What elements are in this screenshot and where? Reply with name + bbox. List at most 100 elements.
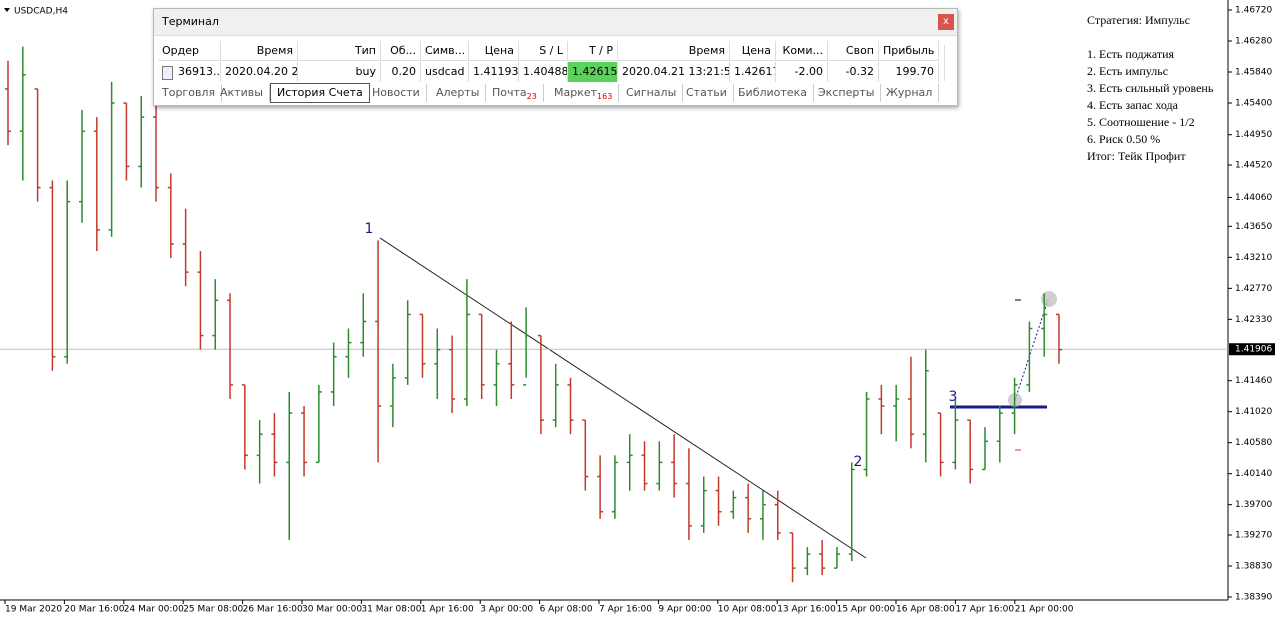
- tab-label: Алерты: [436, 86, 480, 99]
- x-tick-label: 1 Apr 16:00: [421, 605, 474, 615]
- y-tick-label: 1.38390: [1235, 593, 1272, 603]
- x-tick-label: 16 Apr 08:00: [896, 605, 955, 615]
- tab[interactable]: Новости: [366, 84, 427, 102]
- tab-label: Маркет: [554, 86, 598, 99]
- symbol-label: USDCAD,H4: [14, 7, 68, 17]
- tab-label: Сигналы: [626, 86, 677, 99]
- x-tick-label: 30 Mar 00:00: [302, 605, 362, 615]
- tab-badge: 23: [526, 92, 537, 101]
- column-header[interactable]: Ордер: [158, 41, 221, 61]
- tab[interactable]: Эксперты: [812, 84, 882, 102]
- y-tick-label: 1.44060: [1235, 193, 1272, 203]
- y-tick-label: 1.44520: [1235, 161, 1272, 171]
- annotation: 3: [949, 389, 958, 405]
- table-cell: 1.42615: [568, 62, 618, 82]
- x-tick-label: 20 Mar 16:00: [64, 605, 124, 615]
- table-cell: -0.32: [828, 62, 879, 82]
- trend-line: [379, 237, 867, 559]
- tab[interactable]: Алерты: [430, 84, 487, 102]
- column-header[interactable]: Цена: [469, 41, 519, 61]
- current-price-box: [1229, 343, 1275, 356]
- y-tick-label: 1.39700: [1235, 500, 1272, 510]
- y-tick-label: 1.40580: [1235, 438, 1272, 448]
- column-header[interactable]: Цена: [730, 41, 776, 61]
- column-header[interactable]: Симв...: [421, 41, 469, 61]
- strategy-note: Стратегия: Импульс 1. Есть поджатия 2. Ес…: [1087, 12, 1213, 165]
- tab-label: Новости: [372, 86, 420, 99]
- x-tick-label: 6 Apr 08:00: [540, 605, 593, 615]
- strategy-result: Итог: Тейк Профит: [1087, 149, 1186, 163]
- tab[interactable]: История Счета: [270, 83, 370, 103]
- column-header[interactable]: Своп: [828, 41, 879, 61]
- column-header[interactable]: Тип: [298, 41, 381, 61]
- x-tick-label: 31 Mar 08:00: [361, 605, 421, 615]
- column-header[interactable]: Об...: [381, 41, 421, 61]
- table-cell: 0.20: [381, 62, 421, 82]
- y-tick-label: 1.43650: [1235, 222, 1272, 232]
- tab[interactable]: Торговля: [156, 84, 223, 102]
- y-tick-label: 1.45840: [1235, 68, 1272, 78]
- symbol-menu[interactable]: [4, 8, 10, 12]
- strategy-item: 1. Есть поджатия: [1087, 47, 1175, 61]
- dashed-line: [1014, 299, 1049, 401]
- table-cell: 36913...: [158, 62, 221, 82]
- y-tick-label: 1.42330: [1235, 315, 1272, 325]
- tab-label: Активы: [220, 86, 263, 99]
- terminal-window: Терминал x Ордер Время Тип Об... Симв... Цена…: [153, 8, 958, 106]
- y-tick-label: 1.43210: [1235, 253, 1272, 263]
- column-header[interactable]: Время: [221, 41, 298, 61]
- tab[interactable]: Почта23: [486, 84, 544, 102]
- x-tick-label: 21 Apr 00:00: [1015, 605, 1074, 615]
- tab-label: Эксперты: [818, 86, 875, 99]
- strategy-item: 3. Есть сильный уровень: [1087, 81, 1214, 95]
- strategy-item: 4. Есть запас хода: [1087, 98, 1178, 112]
- y-tick-label: 1.46280: [1235, 37, 1272, 47]
- table-cell: buy: [298, 62, 381, 82]
- y-tick-label: 1.45400: [1235, 99, 1272, 109]
- table-cell: usdcad: [421, 62, 469, 82]
- annotation: 2: [854, 454, 863, 470]
- tab[interactable]: Журнал: [880, 84, 940, 102]
- tab-label: Журнал: [886, 86, 933, 99]
- strategy-title: Стратегия: Импульс: [1087, 13, 1190, 27]
- tab-label: Статьи: [686, 86, 727, 99]
- title-bar: Терминал x: [154, 9, 957, 36]
- tab[interactable]: Статьи: [680, 84, 734, 102]
- table-cell: 199.70: [879, 62, 939, 82]
- tab-label: Библиотека: [738, 86, 807, 99]
- y-tick-label: 1.44950: [1235, 130, 1272, 140]
- column-header[interactable]: Время: [618, 41, 730, 61]
- column-header[interactable]: S / L: [519, 41, 568, 61]
- tab[interactable]: Сигналы: [620, 84, 684, 102]
- x-tick-label: 24 Mar 00:00: [124, 605, 184, 615]
- tab[interactable]: Библиотека: [732, 84, 814, 102]
- column-header[interactable]: Коми...: [776, 41, 828, 61]
- strategy-item: 2. Есть импульс: [1087, 64, 1169, 78]
- column-header[interactable]: Прибыль: [879, 41, 939, 61]
- current-price-label: 1.41906: [1235, 345, 1272, 355]
- y-tick-label: 1.40140: [1235, 469, 1272, 479]
- x-tick-label: 26 Mar 16:00: [243, 605, 303, 615]
- y-tick-label: 1.41460: [1235, 376, 1272, 386]
- table-cell: 1.40488: [519, 62, 568, 82]
- x-tick-label: 9 Apr 00:00: [658, 605, 711, 615]
- order-icon: [162, 66, 173, 80]
- table-cell: 1.41193: [469, 62, 519, 82]
- tab-badge: 163: [597, 92, 613, 101]
- tab[interactable]: Активы: [214, 84, 270, 102]
- tab[interactable]: Маркет163: [548, 84, 620, 102]
- annotation: 1: [365, 221, 374, 237]
- close-button[interactable]: x: [938, 14, 954, 30]
- y-tick-label: 1.46720: [1235, 6, 1272, 16]
- scroll-arrows: [944, 45, 955, 81]
- x-tick-label: 10 Apr 08:00: [718, 605, 777, 615]
- table-cell: 2020.04.20 21:27:53: [221, 62, 298, 82]
- y-tick-label: 1.39270: [1235, 530, 1272, 540]
- y-tick-label: 1.42770: [1235, 284, 1272, 294]
- exit-marker: [1041, 291, 1057, 307]
- column-header[interactable]: T / P: [568, 41, 618, 61]
- x-tick-label: 25 Mar 08:00: [183, 605, 243, 615]
- x-tick-label: 19 Mar 2020: [5, 605, 62, 615]
- x-tick-label: 3 Apr 00:00: [480, 605, 533, 615]
